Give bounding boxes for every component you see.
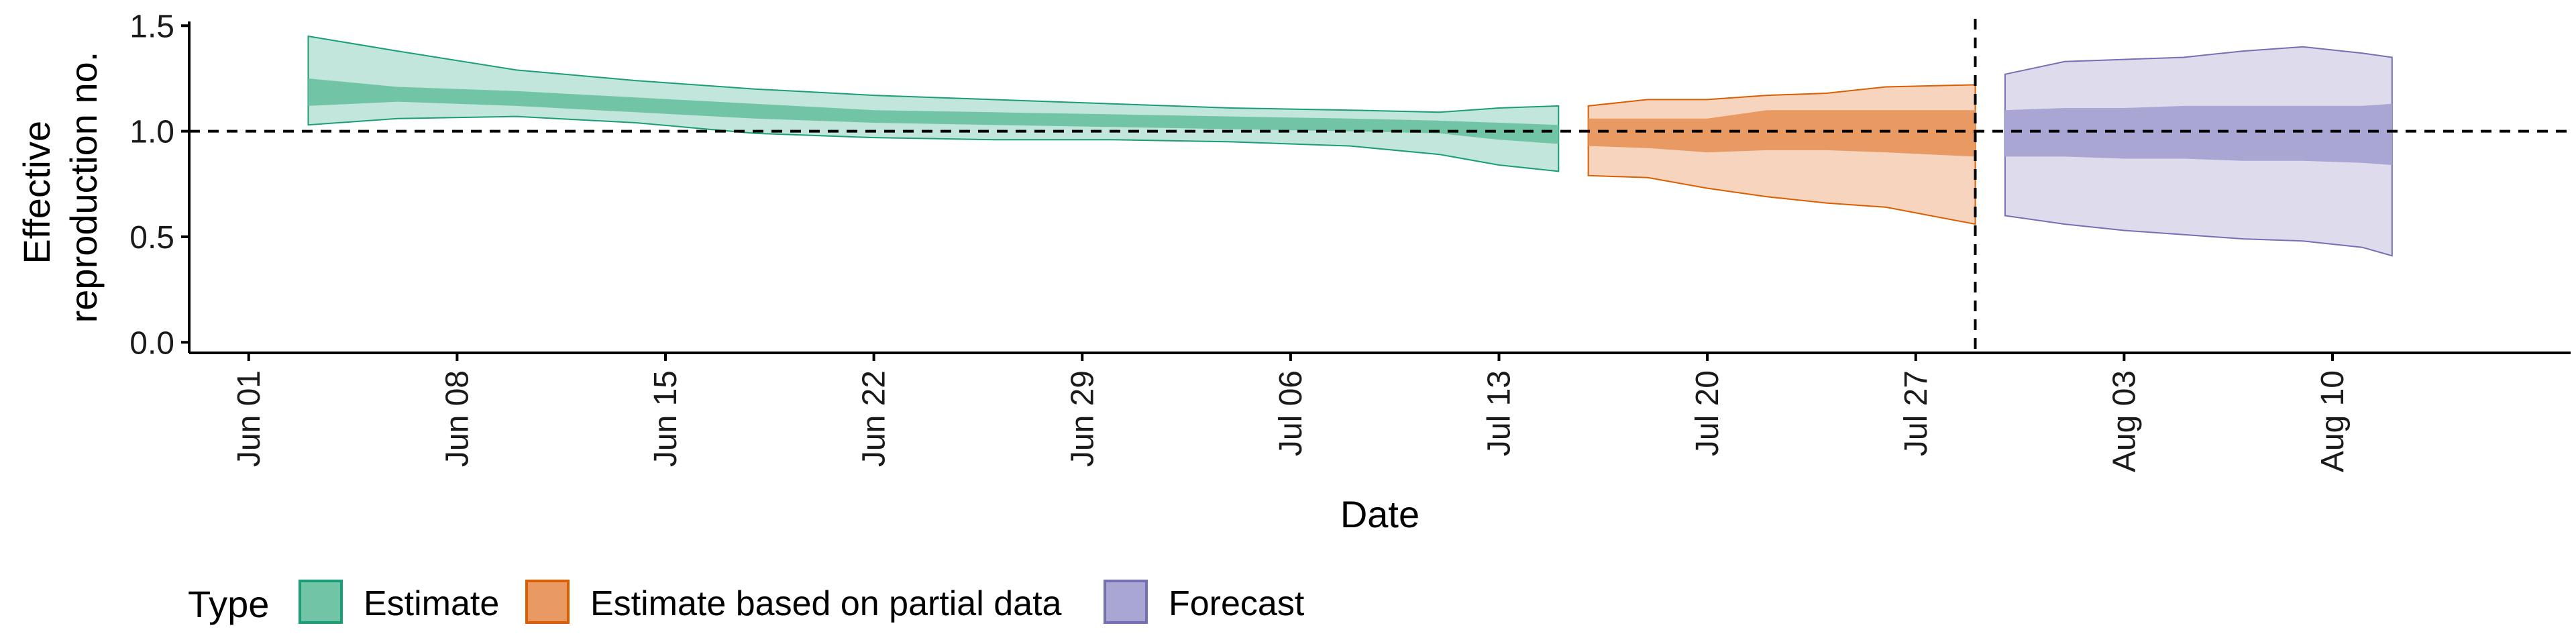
x-tick-label: Jun 22	[857, 370, 892, 467]
legend-item-estimate: Estimate	[299, 580, 499, 624]
x-tick-label: Jun 15	[648, 370, 684, 467]
estimate-based-on-partial-data-band-50	[1588, 110, 1976, 157]
plot-area	[189, 19, 2571, 353]
estimate-based-on-partial-data-band-90	[1587, 84, 1976, 225]
x-tick-label: Jul 06	[1273, 370, 1309, 456]
y-axis: 0.0 0.5 1.0 1.5	[129, 9, 191, 361]
band-layer	[307, 35, 2393, 257]
y-axis-title-line-1: Effective	[15, 121, 58, 264]
x-tick-label: Jul 13	[1482, 370, 1517, 456]
estimate-band-50	[308, 78, 1559, 144]
y-axis-title-line-2: reproduction no.	[62, 52, 105, 323]
legend-swatch-forecast	[1104, 580, 1148, 624]
y-axis-title: Effective reproduction no.	[15, 52, 105, 323]
forecast-band-50	[2004, 103, 2392, 165]
y-tick-label: 1.5	[129, 9, 174, 44]
y-tick-label: 0.5	[129, 220, 174, 256]
y-tick-label: 0.0	[129, 325, 174, 361]
legend-label-estimate-based-on-partial-data: Estimate based on partial data	[590, 584, 1062, 623]
legend-item-forecast: Forecast	[1104, 580, 1305, 624]
x-tick-label: Jun 29	[1065, 370, 1100, 467]
x-tick-label: Jul 27	[1898, 370, 1934, 456]
y-tick-label: 1.0	[129, 115, 174, 150]
x-tick-label: Aug 10	[2315, 370, 2351, 472]
legend-label-forecast: Forecast	[1169, 584, 1305, 623]
legend-item-estimate-based-on-partial-data: Estimate based on partial data	[525, 580, 1062, 624]
legend: Type Estimate Estimate based on partial d…	[188, 580, 1305, 625]
y-ticks: 0.0 0.5 1.0 1.5	[129, 9, 189, 361]
x-axis: Jun 01 Jun 08 Jun 15 Jun 22 Jun 29 Jul 06 Jul …	[189, 352, 2571, 472]
x-axis-title: Date	[1340, 493, 1419, 535]
x-ticks: Jun 01 Jun 08 Jun 15 Jun 22 Jun 29 Jul 06 Jul …	[231, 353, 2351, 472]
x-tick-label: Jun 08	[439, 370, 475, 467]
x-tick-label: Jun 01	[231, 370, 267, 467]
legend-items: Estimate Estimate based on partial data Fo…	[299, 580, 1305, 624]
x-tick-label: Jul 20	[1690, 370, 1725, 456]
legend-swatch-estimate	[299, 580, 343, 624]
legend-swatch-estimate-based-on-partial-data	[525, 580, 570, 624]
legend-label-estimate: Estimate	[364, 584, 499, 623]
x-tick-label: Aug 03	[2106, 370, 2142, 472]
estimate-band-90	[307, 35, 1560, 172]
legend-title: Type	[188, 583, 269, 625]
